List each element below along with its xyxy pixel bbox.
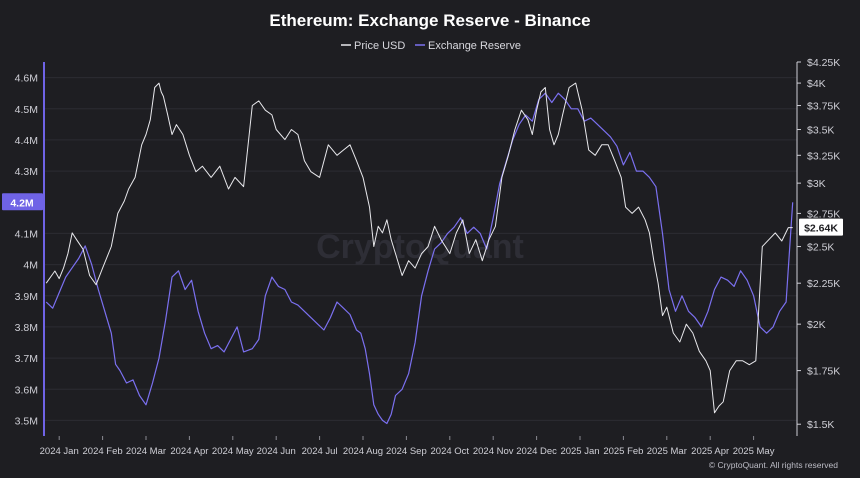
x-tick-label: 2024 Jul bbox=[302, 446, 338, 457]
x-tick-label: 2024 Jun bbox=[257, 446, 296, 457]
legend-reserve-label[interactable]: Exchange Reserve bbox=[428, 40, 521, 52]
price-usd-line bbox=[45, 82, 793, 414]
left-tick-label: 3.9M bbox=[15, 291, 38, 303]
x-tick-label: 2024 Apr bbox=[170, 446, 208, 457]
x-tick-label: 2025 Feb bbox=[603, 446, 643, 457]
legend: Price USD Exchange Reserve bbox=[341, 40, 521, 52]
copyright: © CryptoQuant. All rights reserved bbox=[709, 460, 838, 470]
left-current-badge: 4.2M bbox=[2, 193, 43, 211]
right-tick-label: $3.5K bbox=[807, 125, 834, 137]
left-tick-label: 3.8M bbox=[15, 322, 38, 334]
left-tick-label: 4.4M bbox=[15, 135, 38, 147]
right-axis: $1.5K $1.75K $2K $2.25K $2.5K $2.75K $3K $3.25K… bbox=[797, 57, 840, 431]
right-tick-label: $2.75K bbox=[807, 208, 840, 220]
x-tick-label: 2024 Nov bbox=[473, 446, 514, 457]
right-tick-label: $1.75K bbox=[807, 366, 840, 378]
left-tick-label: 3.7M bbox=[15, 353, 38, 365]
x-tick-label: 2025 Apr bbox=[691, 446, 729, 457]
left-tick-label: 3.6M bbox=[15, 384, 38, 396]
x-tick-label: 2024 May bbox=[212, 446, 254, 457]
x-axis: 2024 Jan 2024 Feb 2024 Mar 2024 Apr 2024 May… bbox=[40, 436, 775, 457]
exchange-reserve-line bbox=[45, 92, 794, 425]
x-tick-label: 2024 Aug bbox=[343, 446, 383, 457]
left-tick-label: 4.6M bbox=[15, 73, 38, 85]
left-tick-label: 4.1M bbox=[15, 228, 38, 240]
right-current-value: $2.64K bbox=[804, 223, 838, 235]
x-tick-label: 2025 Jan bbox=[560, 446, 599, 457]
legend-price-label[interactable]: Price USD bbox=[354, 40, 405, 52]
left-axis: 3.5M 3.6M 3.7M 3.8M 3.9M 4M 4.1M 4.3M 4.4M 4.5M 4.… bbox=[15, 73, 38, 428]
left-current-value: 4.2M bbox=[10, 197, 34, 209]
right-tick-label: $3K bbox=[807, 178, 826, 190]
right-tick-label: $4K bbox=[807, 78, 826, 90]
right-current-badge: $2.64K bbox=[799, 218, 843, 236]
x-tick-label: 2024 Mar bbox=[126, 446, 166, 457]
series-layer bbox=[45, 82, 794, 425]
left-current-badge-bg bbox=[2, 193, 43, 211]
right-tick-label: $1.5K bbox=[807, 419, 834, 431]
right-tick-label: $3.25K bbox=[807, 150, 840, 162]
right-current-badge-bg bbox=[799, 218, 843, 236]
right-tick-label: $2K bbox=[807, 319, 826, 331]
x-tick-label: 2025 Mar bbox=[647, 446, 687, 457]
x-tick-label: 2024 Sep bbox=[386, 446, 427, 457]
right-tick-label: $4.25K bbox=[807, 57, 840, 69]
left-tick-label: 3.5M bbox=[15, 415, 38, 427]
x-tick-label: 2024 Oct bbox=[431, 446, 470, 457]
left-tick-label: 4.5M bbox=[15, 104, 38, 116]
right-tick-label: $3.75K bbox=[807, 101, 840, 113]
x-tick-label: 2024 Dec bbox=[516, 446, 557, 457]
right-tick-label: $2.5K bbox=[807, 242, 834, 254]
grid bbox=[44, 77, 797, 421]
left-tick-label: 4.3M bbox=[15, 166, 38, 178]
x-tick-label: 2025 May bbox=[733, 446, 775, 457]
left-tick-label: 4M bbox=[23, 260, 38, 272]
x-tick-label: 2024 Feb bbox=[83, 446, 123, 457]
x-tick-label: 2024 Jan bbox=[40, 446, 79, 457]
chart-title: Ethereum: Exchange Reserve - Binance bbox=[269, 11, 590, 30]
right-tick-label: $2.25K bbox=[807, 278, 840, 290]
